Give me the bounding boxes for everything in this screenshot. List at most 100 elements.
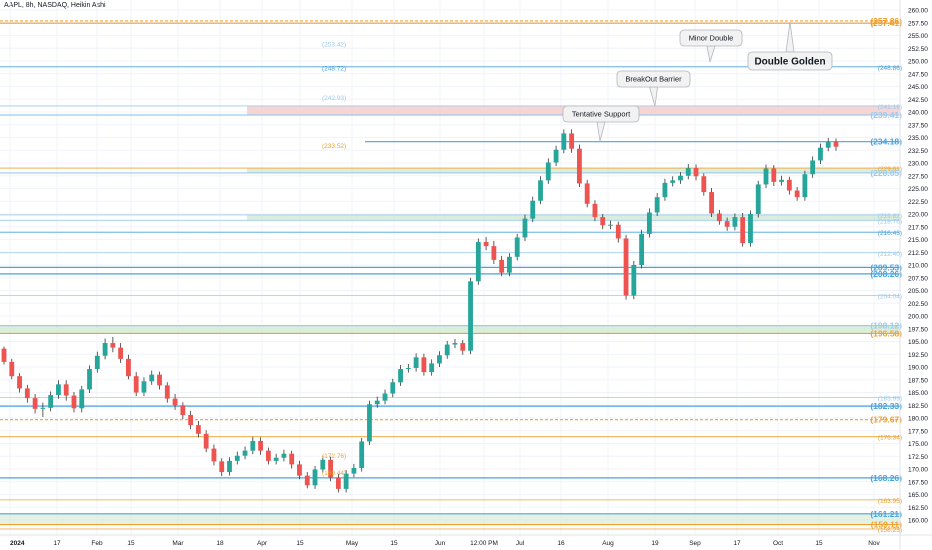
candle bbox=[172, 394, 178, 410]
candle bbox=[522, 214, 528, 242]
callout-text: Tentative Support bbox=[572, 110, 631, 119]
candle bbox=[141, 377, 147, 397]
time-tick-label: 16 bbox=[557, 540, 565, 547]
candle-body bbox=[289, 453, 295, 465]
zone-band bbox=[247, 168, 900, 173]
level-label: (241.19) bbox=[878, 104, 902, 111]
price-tick-label: 187.50 bbox=[908, 377, 928, 384]
candle-body bbox=[522, 218, 528, 238]
callout-box bbox=[616, 70, 691, 88]
candle-body bbox=[794, 190, 800, 198]
candle-body bbox=[63, 384, 69, 396]
candle-body bbox=[732, 217, 738, 227]
candle-body bbox=[755, 184, 761, 214]
callout: Minor Double bbox=[679, 29, 743, 63]
candle bbox=[600, 214, 606, 230]
candle-body bbox=[320, 459, 326, 470]
candle bbox=[273, 453, 279, 465]
candle bbox=[297, 460, 302, 480]
candle-body bbox=[678, 175, 683, 181]
price-tick-label: 255.00 bbox=[908, 33, 928, 40]
time-tick-label: 18 bbox=[216, 540, 224, 547]
time-tick-label: 15 bbox=[127, 540, 135, 547]
zone-band bbox=[0, 325, 900, 334]
price-tick-label: 190.00 bbox=[908, 365, 928, 372]
candle bbox=[110, 336, 116, 353]
candle-body bbox=[1, 348, 7, 362]
level-label: (219.82) bbox=[878, 213, 902, 220]
candle bbox=[63, 380, 69, 401]
price-tick-label: 225.00 bbox=[908, 186, 928, 193]
price-tick-label: 237.50 bbox=[908, 122, 928, 129]
candle-body bbox=[149, 374, 155, 382]
candle-body bbox=[468, 281, 473, 351]
candle bbox=[491, 241, 497, 264]
candle bbox=[444, 340, 450, 359]
candle bbox=[678, 172, 683, 184]
candle-body bbox=[405, 368, 411, 370]
candle-body bbox=[670, 180, 676, 183]
candle-body bbox=[429, 363, 435, 373]
level-label: (212.40) bbox=[878, 251, 902, 258]
candle-body bbox=[328, 459, 333, 478]
candle bbox=[374, 396, 380, 408]
price-tick-label: 195.00 bbox=[908, 339, 928, 346]
candle bbox=[351, 463, 357, 478]
price-tick-label: 210.00 bbox=[908, 263, 928, 270]
candle bbox=[289, 450, 295, 469]
candle bbox=[483, 236, 489, 251]
price-tick-label: 240.00 bbox=[908, 110, 928, 117]
candle-body bbox=[600, 217, 606, 226]
price-tick-label: 247.50 bbox=[908, 71, 928, 78]
candle bbox=[452, 338, 458, 349]
candle-body bbox=[110, 343, 116, 348]
candle-body bbox=[639, 233, 645, 265]
candle-body bbox=[398, 369, 403, 383]
annotations: Double Golden Minor Double BreakOut Barrie… bbox=[562, 21, 833, 142]
candle bbox=[87, 365, 92, 394]
level-label: (161.21) bbox=[870, 509, 902, 519]
price-tick-label: 235.00 bbox=[908, 135, 928, 142]
candle-body bbox=[188, 414, 194, 426]
candle bbox=[9, 358, 15, 380]
candle-body bbox=[71, 395, 77, 409]
candle-body bbox=[195, 425, 201, 434]
time-tick-label: Feb bbox=[91, 540, 103, 547]
price-tick-label: 220.00 bbox=[908, 212, 928, 219]
price-scale: 160.00 162.50 165.00 167.50 170.00 172.50 175.… bbox=[899, 0, 928, 550]
time-tick-label: Sep bbox=[689, 540, 701, 547]
level-labels: (257.86)(257.41) (253.42) (248.86) (248.72)… bbox=[322, 16, 902, 534]
candle-body bbox=[724, 221, 730, 227]
level-label: (168.26) bbox=[870, 473, 902, 483]
candle bbox=[242, 446, 248, 460]
candle-body bbox=[164, 385, 170, 399]
level-label: (209.53) bbox=[870, 262, 902, 272]
zone-band bbox=[0, 513, 900, 525]
candle bbox=[421, 353, 427, 376]
time-tick-label: 17 bbox=[733, 540, 741, 547]
candle bbox=[312, 465, 318, 489]
price-tick-label: 162.50 bbox=[908, 505, 928, 512]
price-tick-label: 192.50 bbox=[908, 352, 928, 359]
price-tick-label: 180.00 bbox=[908, 416, 928, 423]
candle-body bbox=[126, 358, 131, 377]
level-label: (228.05) bbox=[870, 168, 902, 178]
candle-body bbox=[367, 404, 372, 442]
level-label: (163.95) bbox=[878, 498, 902, 505]
candle-body bbox=[592, 203, 598, 218]
candle bbox=[779, 175, 784, 186]
candle-body bbox=[359, 441, 365, 468]
candle bbox=[405, 363, 411, 373]
candle bbox=[561, 129, 567, 154]
candle bbox=[203, 430, 209, 453]
candle-body bbox=[514, 237, 520, 257]
candle bbox=[94, 351, 100, 373]
candle bbox=[180, 402, 186, 420]
price-tick-label: 230.00 bbox=[908, 161, 928, 168]
candle-body bbox=[32, 398, 38, 409]
candle bbox=[716, 209, 722, 225]
candle-body bbox=[335, 477, 341, 489]
candle-body bbox=[685, 168, 691, 176]
